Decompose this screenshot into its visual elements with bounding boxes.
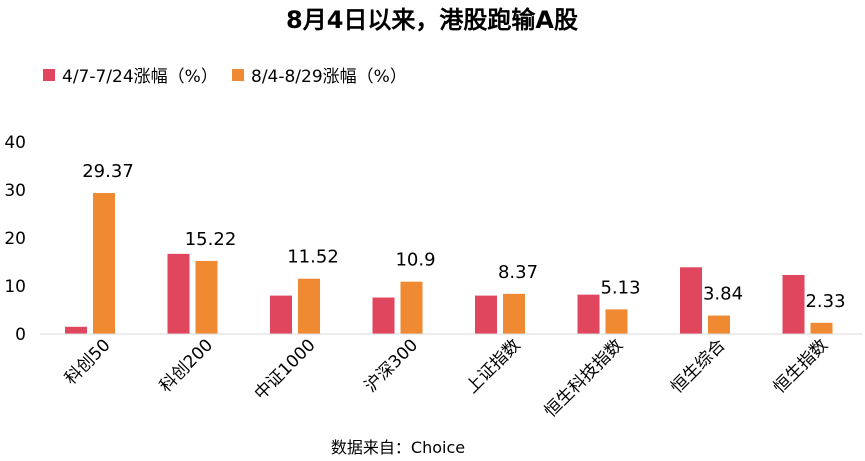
data-label: 15.22 <box>185 229 237 250</box>
x-category-label: 中证1000 <box>251 335 320 404</box>
legend: 4/7-7/24涨幅（%） 8/4-8/29涨幅（%） <box>43 67 407 87</box>
bar-series-2 <box>298 278 320 334</box>
source-note: 数据来自：Choice <box>331 438 465 457</box>
data-label: 3.84 <box>703 284 743 305</box>
bar-series-1 <box>577 294 600 334</box>
bar-series-1 <box>167 253 190 334</box>
bars <box>65 193 833 334</box>
x-category-label: 恒生科技指数 <box>541 335 627 421</box>
data-label: 11.52 <box>287 247 339 268</box>
y-axis-ticks: 0 10 20 30 40 <box>4 133 26 345</box>
x-category-label: 科创200 <box>156 335 217 396</box>
bar-series-1 <box>782 274 805 334</box>
bar-series-2 <box>195 260 218 334</box>
bar-series-2 <box>605 309 628 334</box>
y-tick-label: 10 <box>4 277 26 297</box>
legend-label-series-1: 4/7-7/24涨幅（%） <box>62 67 218 87</box>
x-category-label: 恒生指数 <box>770 335 832 397</box>
legend-label-series-2: 8/4-8/29涨幅（%） <box>251 67 407 87</box>
data-label: 5.13 <box>600 277 640 298</box>
data-label: 2.33 <box>805 291 845 312</box>
bar-series-2 <box>708 315 730 334</box>
bar-series-1 <box>65 326 87 334</box>
x-category-label: 上证指数 <box>462 335 524 397</box>
x-category-label: 科创50 <box>61 335 114 388</box>
bar-series-2 <box>400 281 423 334</box>
bar-series-1 <box>372 297 395 334</box>
bar-series-1 <box>270 295 292 334</box>
data-label: 8.37 <box>498 262 538 283</box>
y-tick-label: 0 <box>15 325 26 345</box>
bar-series-2 <box>810 322 833 334</box>
data-labels: 29.37 15.22 11.52 10.9 8.37 5.13 3.84 2.33 <box>82 161 845 312</box>
data-label: 29.37 <box>82 161 134 182</box>
x-category-label: 恒生综合 <box>667 335 729 397</box>
data-label: 10.9 <box>395 250 435 271</box>
legend-swatch-series-2 <box>232 69 244 81</box>
bar-series-2 <box>503 293 525 334</box>
y-tick-label: 40 <box>4 133 26 153</box>
x-axis-categories: 科创50 科创200 中证1000 沪深300 上证指数 恒生科技指数 恒生综合 恒生指数 <box>61 335 832 421</box>
bar-series-1 <box>475 295 497 334</box>
legend-swatch-series-1 <box>43 69 55 81</box>
x-category-label: 沪深300 <box>361 335 422 396</box>
y-tick-label: 20 <box>4 229 26 249</box>
bar-series-2 <box>93 193 115 334</box>
chart-title: 8月4日以来，港股跑输A股 <box>286 6 578 34</box>
y-tick-label: 30 <box>4 181 26 201</box>
bar-series-1 <box>680 267 702 334</box>
